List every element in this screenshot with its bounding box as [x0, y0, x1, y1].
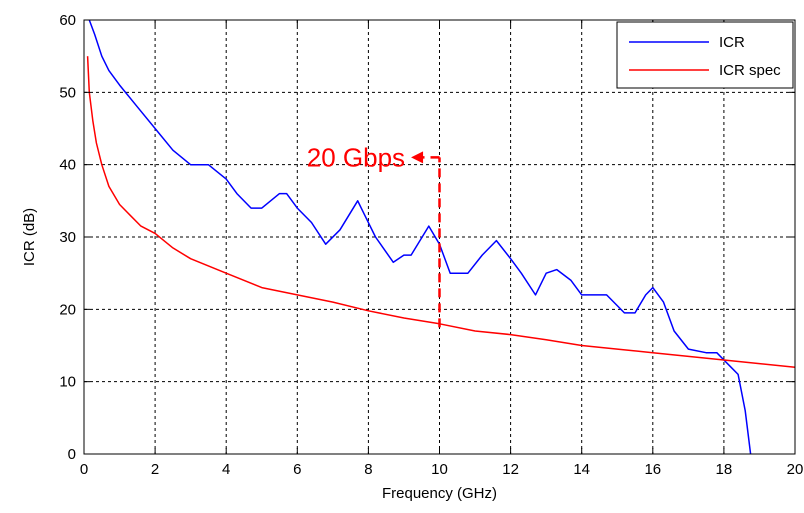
- x-tick-label: 10: [431, 461, 448, 478]
- plot-area: 20 Gbps 0 2 4 6 8 10 12 14 16 18 20 0 10 20 30 40 50 60 Fre…: [21, 12, 803, 502]
- x-tick-label: 20: [787, 461, 804, 478]
- y-tick-label: 30: [59, 229, 76, 246]
- x-tick-label: 8: [364, 461, 372, 478]
- legend: ICR ICR spec: [616, 21, 794, 89]
- annotation-arrow-head: [411, 151, 424, 164]
- x-tick-label: 6: [293, 461, 301, 478]
- x-tick-label: 4: [222, 461, 230, 478]
- x-tick-label: 2: [151, 461, 159, 478]
- x-tick-label: 12: [502, 461, 519, 478]
- y-tick-label: 40: [59, 157, 76, 174]
- annotation-label: 20 Gbps: [307, 142, 405, 172]
- y-tick-label: 50: [59, 84, 76, 101]
- y-tick-label: 0: [68, 446, 76, 463]
- x-tick-label: 0: [80, 461, 88, 478]
- x-axis-label: Frequency (GHz): [382, 485, 497, 502]
- x-tick-label: 14: [573, 461, 590, 478]
- legend-box: [616, 21, 794, 89]
- legend-label: ICR spec: [719, 62, 781, 79]
- y-tick-label: 60: [59, 12, 76, 29]
- y-tick-label: 20: [59, 301, 76, 318]
- x-tick-label: 18: [716, 461, 733, 478]
- legend-label: ICR: [719, 34, 745, 51]
- series-line-icr-spec: [86, 56, 796, 368]
- x-tick-label: 16: [644, 461, 661, 478]
- y-axis-label: ICR (dB): [21, 208, 38, 266]
- y-tick-label: 10: [59, 374, 76, 391]
